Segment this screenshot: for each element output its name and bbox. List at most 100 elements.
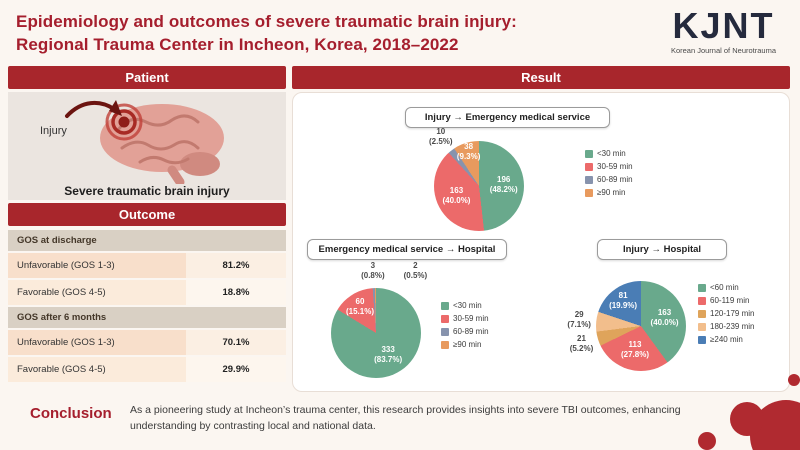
legend-item: 60-89 min xyxy=(585,175,633,184)
legend-label: 30-59 min xyxy=(453,314,489,323)
legend-item: ≥90 min xyxy=(585,188,633,197)
result-section-header: Result xyxy=(292,66,790,89)
legend-item: 180-239 min xyxy=(698,322,754,331)
outcome-row-value: 18.8% xyxy=(185,280,286,305)
outcome-row-value: 29.9% xyxy=(185,357,286,382)
legend-item: <30 min xyxy=(585,149,633,158)
legend-swatch xyxy=(441,327,449,336)
decorative-circle xyxy=(698,432,716,450)
legend-swatch xyxy=(585,175,593,184)
legend-label: 60-119 min xyxy=(710,296,750,305)
outcome-subheader: GOS at discharge xyxy=(8,230,286,253)
pie-slice-label: 2 (0.5%) xyxy=(403,260,428,280)
legend-swatch xyxy=(441,314,449,323)
legend-swatch xyxy=(698,309,706,318)
conclusion-text: As a pioneering study at Incheon’s traum… xyxy=(130,404,681,432)
legend-item: ≥90 min xyxy=(441,340,489,349)
legend-swatch xyxy=(441,340,449,349)
pie-slice-label: 196 (48.2%) xyxy=(489,174,518,194)
outcome-row-label: Favorable (GOS 4-5) xyxy=(8,280,186,305)
decorative-circle xyxy=(788,374,800,386)
legend-swatch xyxy=(441,301,449,310)
outcome-row-value: 70.1% xyxy=(185,330,286,355)
legend-ems-to-hospital: <30 min 30-59 min 60-89 min ≥90 min xyxy=(441,301,489,349)
injury-label: Injury xyxy=(40,125,67,137)
legend-swatch xyxy=(698,283,706,292)
legend-item: ≥240 min xyxy=(698,335,754,344)
patient-caption: Severe traumatic brain injury xyxy=(64,184,230,198)
legend-label: <30 min xyxy=(453,301,482,310)
injury-arrow xyxy=(65,100,122,118)
table-row: Unfavorable (GOS 1-3) 70.1% xyxy=(8,330,286,357)
pie-chart-ems-to-hospital: 333 (83.7%) 60 (15.1%) 3 (0.8%) 2 (0.5%) xyxy=(286,261,466,398)
pie-chart-title-injury-to-ems: Injury → Emergency medical service xyxy=(405,107,610,128)
pie-slice-label: 10 (2.5%) xyxy=(429,127,453,147)
outcome-section-header: Outcome xyxy=(8,203,286,226)
legend-injury-to-ems: <30 min 30-59 min 60-89 min ≥90 min xyxy=(585,149,633,197)
patient-panel: Injury Severe traumatic brain injury xyxy=(8,92,286,200)
decorative-circle xyxy=(730,402,764,436)
page-title: Epidemiology and outcomes of severe trau… xyxy=(16,11,517,57)
pie-chart-injury-to-hospital: 163 (40.0%) 113 (27.8%) 21 (5.2%) 29 (7.1%) 81 (1… xyxy=(551,267,731,391)
pie-injury-to-ems xyxy=(434,141,524,231)
legend-swatch xyxy=(698,322,706,331)
legend-item: 30-59 min xyxy=(441,314,489,323)
legend-item: 60-119 min xyxy=(698,296,754,305)
pie-chart-title-injury-to-hospital: Injury → Hospital xyxy=(597,239,727,260)
injury-site-target xyxy=(105,103,143,141)
page-title-line2: Regional Trauma Center in Incheon, Korea… xyxy=(16,34,459,54)
pie-slice-label: 21 (5.2%) xyxy=(569,333,594,353)
journal-logo: KJNT Korean Journal of Neurotrauma xyxy=(670,5,776,56)
legend-label: 180-239 min xyxy=(710,322,755,331)
journal-logo-subtitle: Korean Journal of Neurotrauma xyxy=(670,46,776,55)
legend-label: <30 min xyxy=(597,149,626,158)
pie-chart-injury-to-ems: 196 (48.2%) 163 (40.0%) 10 (2.5%) 38 (9.3%) xyxy=(389,127,569,251)
legend-item: 120-179 min xyxy=(698,309,754,318)
pie-slice-label: 60 (15.1%) xyxy=(345,296,375,316)
outcome-row-label: Unfavorable (GOS 1-3) xyxy=(8,253,186,278)
pie-slice-label: 333 (83.7%) xyxy=(374,344,403,364)
table-row: Favorable (GOS 4-5) 29.9% xyxy=(8,357,286,384)
page-title-line1: Epidemiology and outcomes of severe trau… xyxy=(16,12,517,31)
pie-slice-label: 81 (19.9%) xyxy=(609,291,638,311)
table-row: Unfavorable (GOS 1-3) 81.2% xyxy=(8,253,286,280)
legend-item: 30-59 min xyxy=(585,162,633,171)
pie-injury-to-hospital xyxy=(596,281,686,371)
legend-label: ≥90 min xyxy=(597,188,626,197)
legend-swatch xyxy=(585,188,593,197)
pie-slice-label: 113 (27.8%) xyxy=(620,340,649,359)
pie-slice-label: 3 (0.8%) xyxy=(361,260,385,280)
legend-label: 30-59 min xyxy=(597,162,633,171)
legend-item: <30 min xyxy=(441,301,489,310)
legend-swatch xyxy=(585,149,593,158)
conclusion-header: Conclusion xyxy=(30,405,112,422)
brain xyxy=(100,104,224,184)
outcome-row-label: Favorable (GOS 4-5) xyxy=(8,357,186,382)
outcome-row-label: Unfavorable (GOS 1-3) xyxy=(8,330,186,355)
legend-swatch xyxy=(698,335,706,344)
pie-ems-to-hospital xyxy=(331,288,421,378)
outcome-row-value: 81.2% xyxy=(185,253,286,278)
legend-label: ≥90 min xyxy=(453,340,482,349)
brain-illustration: Injury xyxy=(40,100,224,184)
pie-slice-label: 163 (40.0%) xyxy=(442,186,471,206)
patient-section-header: Patient xyxy=(8,66,286,89)
legend-label: ≥240 min xyxy=(710,335,743,344)
pie-slice-label: 29 (7.1%) xyxy=(567,309,591,329)
legend-swatch xyxy=(698,296,706,305)
legend-swatch xyxy=(585,162,593,171)
legend-item: 60-89 min xyxy=(441,327,489,336)
journal-logo-acronym: KJNT xyxy=(672,5,775,46)
legend-injury-to-hospital: <60 min 60-119 min 120-179 min 180-239 min ≥… xyxy=(698,283,754,344)
pie-slice-label: 163 (40.0%) xyxy=(650,308,679,328)
table-row: Favorable (GOS 4-5) 18.8% xyxy=(8,280,286,307)
legend-label: <60 min xyxy=(710,283,739,292)
legend-label: 60-89 min xyxy=(453,327,489,336)
legend-label: 60-89 min xyxy=(597,175,633,184)
legend-item: <60 min xyxy=(698,283,754,292)
outcome-subheader: GOS after 6 months xyxy=(8,307,286,330)
result-panel: Injury → Emergency medical service 196 (4… xyxy=(292,92,790,392)
outcome-table: GOS at discharge Unfavorable (GOS 1-3) 8… xyxy=(8,230,286,384)
pie-chart-title-ems-to-hospital: Emergency medical service → Hospital xyxy=(307,239,507,260)
